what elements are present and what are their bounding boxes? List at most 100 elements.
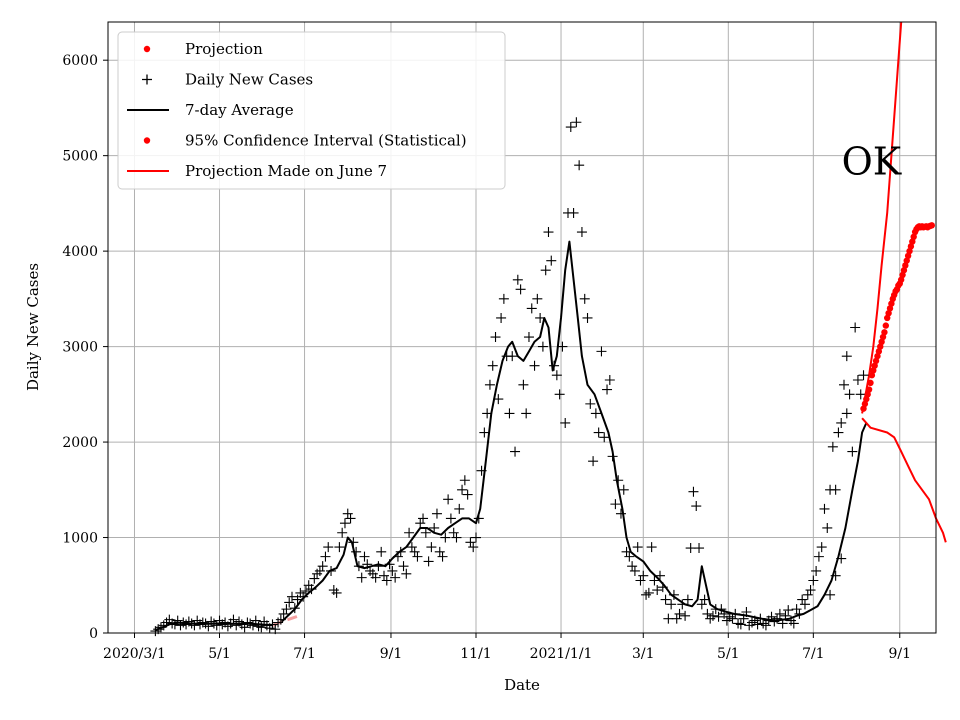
legend-label: Projection (185, 40, 263, 58)
x-tick-label: 2021/1/1 (530, 646, 593, 662)
daily-case-point (535, 312, 546, 323)
daily-case-point (799, 599, 810, 610)
daily-case-point (228, 614, 239, 625)
daily-case-point (618, 484, 629, 495)
series-line-earlier-projection-faded (271, 614, 300, 627)
daily-case-point (602, 384, 613, 395)
daily-case-point (298, 591, 309, 602)
daily-case-point (498, 293, 509, 304)
projection-point (865, 386, 873, 393)
daily-case-point (652, 585, 663, 596)
x-tick-label: 9/1 (380, 646, 403, 662)
daily-case-point (691, 501, 702, 512)
daily-case-point (390, 572, 401, 583)
daily-case-point (827, 441, 838, 452)
daily-case-point (543, 227, 554, 238)
daily-case-point (437, 551, 448, 562)
daily-cases-markers (150, 117, 869, 637)
daily-case-point (426, 542, 437, 553)
daily-case-point (839, 379, 849, 390)
daily-case-point (306, 584, 317, 595)
daily-case-point (811, 565, 822, 576)
daily-case-point (813, 551, 824, 562)
daily-case-point (337, 527, 348, 538)
daily-case-point (833, 427, 844, 438)
daily-case-point (735, 619, 746, 630)
daily-case-point (788, 618, 799, 629)
daily-case-point (521, 408, 532, 419)
daily-case-point (479, 427, 490, 438)
daily-case-point (445, 513, 456, 524)
daily-case-point (292, 594, 303, 605)
daily-case-point (677, 599, 688, 610)
daily-case-point (384, 559, 395, 570)
daily-case-point (643, 587, 654, 598)
daily-case-point (685, 543, 696, 554)
y-tick-label: 5000 (62, 149, 98, 165)
daily-case-point (351, 546, 362, 557)
legend-plus-marker (142, 74, 152, 85)
daily-case-point (443, 494, 454, 505)
daily-case-point (331, 587, 342, 598)
plot-frame (107, 21, 937, 634)
daily-case-point (836, 553, 847, 564)
daily-case-point (777, 618, 788, 629)
daily-case-point (362, 559, 373, 570)
daily-case-point (484, 379, 495, 390)
y-tick-label: 0 (89, 626, 98, 642)
projection-point (867, 379, 874, 387)
daily-case-point (599, 432, 610, 443)
daily-case-point (526, 303, 537, 314)
daily-case-point (359, 551, 370, 562)
daily-case-point (565, 122, 576, 133)
projection-point (928, 222, 936, 229)
daily-case-point (454, 503, 465, 514)
daily-case-point (780, 610, 791, 621)
daily-case-point (582, 312, 593, 323)
daily-case-point (825, 589, 836, 600)
legend: Projection Daily New Cases 7-day Average 95… (117, 31, 506, 190)
daily-case-point (574, 160, 585, 171)
daily-case-point (646, 542, 657, 553)
legend-label: 95% Confidence Interval (Statistical) (185, 132, 467, 150)
daily-case-point (518, 379, 529, 390)
daily-case-point (459, 475, 470, 486)
daily-case-point (783, 605, 794, 616)
daily-case-point (655, 570, 665, 581)
daily-case-point (320, 551, 331, 562)
daily-case-point (339, 518, 350, 529)
daily-case-point (660, 594, 671, 605)
daily-case-point (629, 565, 640, 576)
daily-case-point (487, 360, 498, 371)
daily-case-point (738, 613, 749, 624)
daily-case-point (590, 408, 601, 419)
daily-case-point (666, 599, 677, 610)
daily-case-point (816, 542, 827, 553)
daily-case-point (560, 417, 571, 428)
daily-case-point (451, 532, 462, 543)
daily-case-point (281, 604, 292, 615)
daily-case-point (395, 546, 406, 557)
daily-case-point (830, 570, 841, 581)
legend-label: Daily New Cases (185, 71, 313, 89)
daily-case-point (370, 572, 381, 583)
daily-case-point (694, 543, 705, 554)
annotation-ok: OK (842, 139, 902, 183)
y-tick-label: 6000 (62, 53, 98, 69)
daily-case-point (345, 513, 356, 524)
daily-case-point (699, 594, 710, 605)
x-tick-label: 5/1 (208, 646, 231, 662)
daily-case-point (819, 503, 830, 514)
daily-case-point (858, 370, 869, 381)
daily-case-point (404, 527, 415, 538)
daily-case-point (401, 568, 412, 579)
daily-case-point (317, 561, 328, 572)
daily-case-point (284, 597, 295, 608)
daily-case-point (523, 332, 534, 343)
daily-case-point (615, 508, 626, 519)
daily-case-point (376, 546, 387, 557)
daily-case-point (373, 561, 384, 572)
x-tick-label: 11/1 (460, 646, 491, 662)
daily-case-point (680, 610, 691, 621)
daily-case-point (512, 274, 523, 285)
